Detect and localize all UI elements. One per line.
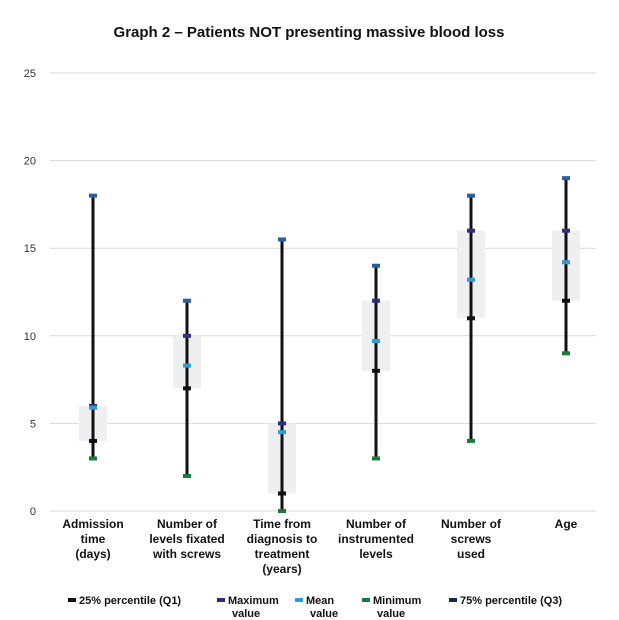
legend-swatch-2: [217, 598, 225, 602]
q1-marker-2: [183, 386, 191, 391]
min-marker-1: [89, 456, 97, 461]
mean-marker-5: [467, 277, 475, 282]
legend-label-2: Maximum value: [228, 595, 279, 620]
q1-marker-5: [467, 316, 475, 321]
max-marker-5: [467, 193, 475, 198]
min-marker-2: [183, 473, 191, 478]
q1-marker-3: [278, 491, 286, 496]
max-marker-2: [183, 298, 191, 303]
box-group-5: [457, 193, 485, 443]
max-marker-3: [278, 237, 286, 242]
y-tick-label-10: 10: [24, 331, 36, 343]
legend-swatch-5: [449, 598, 457, 602]
min-marker-4: [372, 456, 380, 461]
max-marker-4: [372, 263, 380, 268]
q1-marker-1: [89, 438, 97, 443]
box-group-4: [362, 263, 390, 461]
legend-item-4: Minimum value: [362, 595, 421, 620]
legend: 25% percentile (Q1) Maximum value Mean value…: [68, 595, 562, 620]
legend-item-3: Mean value: [295, 595, 338, 620]
x-category-label-2: Number of levels fixated with screws: [149, 517, 224, 561]
q3-marker-3: [278, 421, 286, 426]
y-tick-label-20: 20: [24, 156, 36, 168]
legend-item-1: 25% percentile (Q1): [68, 595, 181, 607]
legend-swatch-1: [68, 598, 76, 602]
min-marker-6: [562, 351, 570, 356]
legend-label-1: 25% percentile (Q1): [79, 595, 181, 607]
q3-marker-5: [467, 228, 475, 233]
legend-label-4: Minimum value: [373, 595, 421, 620]
q3-marker-4: [372, 298, 380, 303]
box-group-2: [173, 298, 201, 478]
min-marker-3: [278, 509, 286, 513]
y-tick-label-5: 5: [30, 418, 36, 430]
x-category-label-1: Admission time (days): [62, 517, 123, 561]
box-group-3: [268, 237, 296, 513]
box-group-1: [79, 193, 107, 461]
y-tick-label-15: 15: [24, 243, 36, 255]
legend-swatch-3: [295, 598, 303, 602]
mean-marker-1: [89, 405, 97, 410]
y-axis: 0 5 10 15 20 25: [24, 68, 36, 518]
x-axis: Admission time (days) Number of levels fixat…: [62, 517, 577, 576]
mean-marker-4: [372, 339, 380, 344]
mean-marker-3: [278, 430, 286, 435]
chart-title: Graph 2 – Patients NOT presenting massiv…: [114, 24, 505, 41]
y-tick-label-0: 0: [30, 506, 36, 518]
x-category-label-6: Age: [555, 517, 578, 531]
legend-label-5: 75% percentile (Q3): [460, 595, 562, 607]
x-category-label-5: Number of screws used: [441, 517, 502, 561]
y-tick-label-25: 25: [24, 68, 36, 80]
legend-swatch-4: [362, 598, 370, 602]
q3-marker-6: [562, 228, 570, 233]
q1-marker-6: [562, 298, 570, 303]
legend-label-3: Mean value: [306, 595, 338, 620]
legend-item-5: 75% percentile (Q3): [449, 595, 562, 607]
mean-marker-6: [562, 260, 570, 265]
q1-marker-4: [372, 368, 380, 373]
x-category-label-3: Time from diagnosis to treatment (years): [247, 517, 318, 576]
grid-lines: [50, 72, 596, 512]
min-marker-5: [467, 438, 475, 443]
plot-area: [79, 176, 580, 513]
mean-marker-2: [183, 363, 191, 368]
legend-item-2: Maximum value: [217, 595, 279, 620]
max-marker-6: [562, 176, 570, 181]
max-marker-1: [89, 193, 97, 198]
q3-marker-2: [183, 333, 191, 338]
x-category-label-4: Number of instrumented levels: [338, 517, 414, 561]
box-group-6: [552, 176, 580, 356]
